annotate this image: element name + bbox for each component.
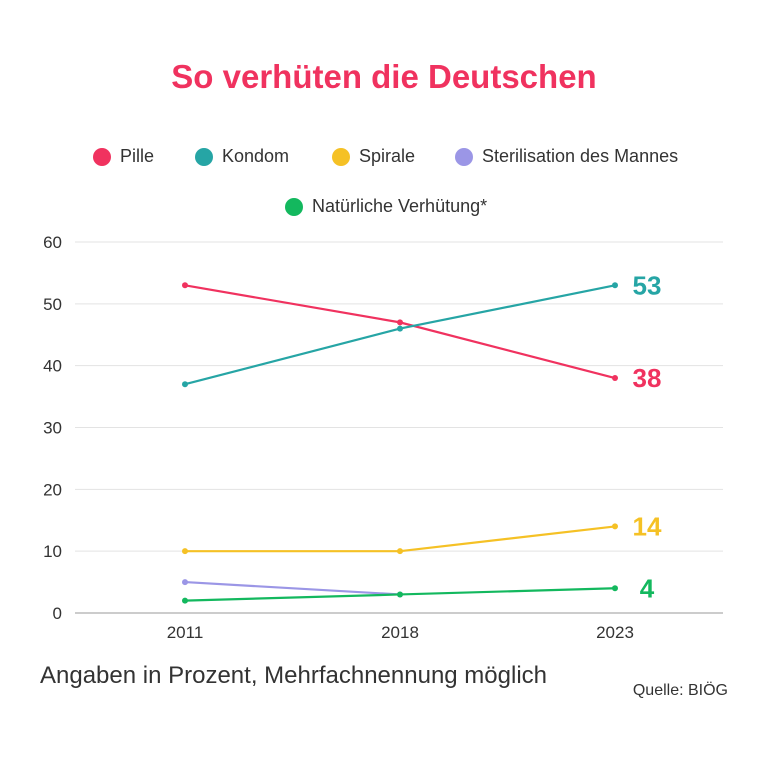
legend-label: Spirale <box>359 146 416 166</box>
source: Quelle: BIÖG <box>632 682 728 699</box>
end-label: 14 <box>633 511 662 541</box>
data-point <box>612 375 618 382</box>
legend-item-pille: Pille <box>93 146 154 167</box>
legend-marker <box>93 147 111 166</box>
legend-item-sterilisation: Sterilisation des Mannes <box>455 146 678 167</box>
legend-label: Kondom <box>222 146 290 166</box>
end-label: 53 <box>633 270 662 300</box>
y-tick-label: 0 <box>53 604 62 623</box>
data-point <box>182 597 188 604</box>
data-point <box>182 381 188 388</box>
data-point <box>612 585 618 592</box>
y-tick-label: 50 <box>43 295 62 314</box>
y-tick-label: 20 <box>43 480 62 499</box>
end-label: 4 <box>640 573 655 603</box>
x-tick-label: 2011 <box>167 623 204 642</box>
legend-item-spirale: Spirale <box>332 146 415 167</box>
series-line <box>184 284 616 386</box>
data-point <box>182 579 188 586</box>
data-point <box>397 548 403 555</box>
legend-item-natuerlich: Natürliche Verhütung* <box>285 196 487 217</box>
footnote: Angaben in Prozent, Mehrfachnennung mögl… <box>40 662 547 689</box>
data-point <box>397 319 403 326</box>
data-point <box>182 282 188 289</box>
chart-title: So verhüten die Deutschen <box>171 58 597 95</box>
legend-marker <box>455 147 473 166</box>
legend-item-kondom: Kondom <box>195 146 289 167</box>
x-tick-label: 2018 <box>381 623 419 642</box>
series-line <box>184 580 401 596</box>
x-tick-label: 2023 <box>596 623 634 642</box>
y-tick-label: 60 <box>43 233 62 252</box>
legend-marker <box>195 147 213 166</box>
y-tick-label: 40 <box>43 357 62 376</box>
end-label: 38 <box>633 363 662 393</box>
legend-marker <box>285 197 303 216</box>
data-point <box>397 591 403 598</box>
data-point <box>612 282 618 289</box>
legend-label: Sterilisation des Mannes <box>482 146 679 166</box>
data-point <box>612 523 618 530</box>
y-tick-label: 30 <box>43 419 62 438</box>
data-point <box>397 325 403 332</box>
series-line <box>185 525 616 553</box>
data-point <box>182 548 188 555</box>
legend-label: Natürliche Verhütung* <box>312 196 488 216</box>
y-tick-label: 10 <box>43 542 62 561</box>
legend-label: Pille <box>120 146 155 166</box>
legend-marker <box>332 147 350 166</box>
